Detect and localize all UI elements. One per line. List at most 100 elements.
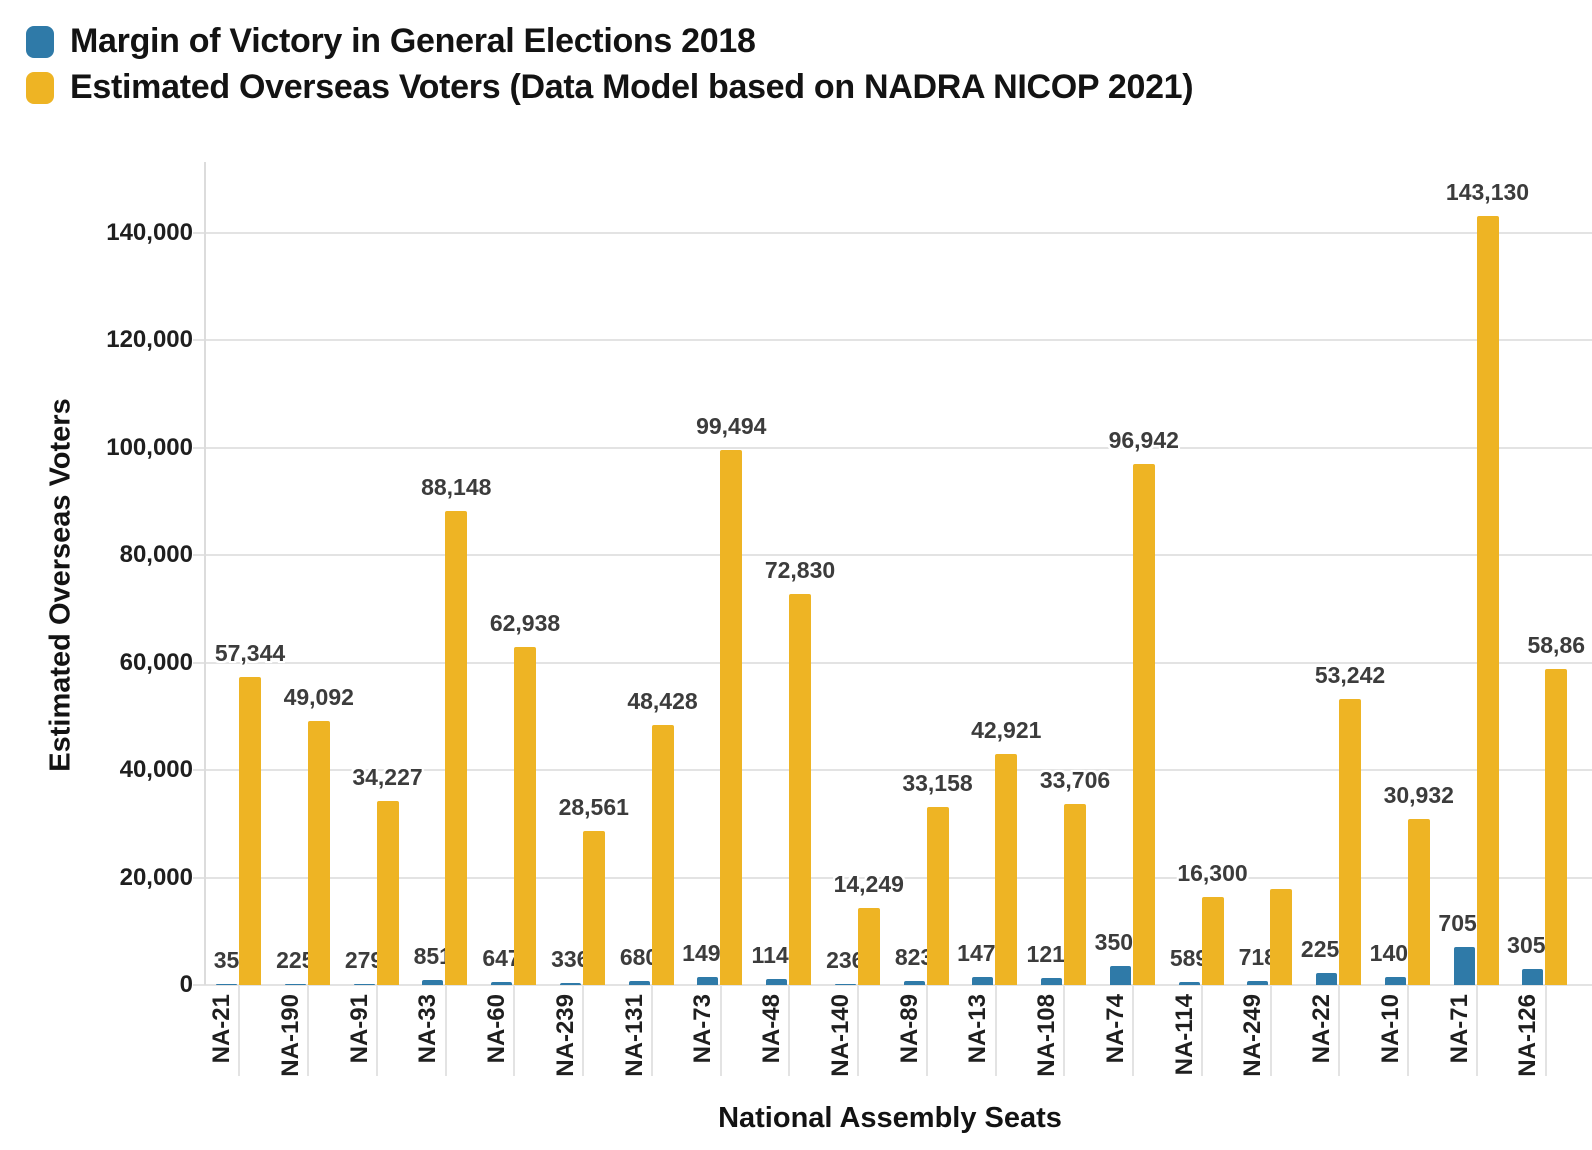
bar-margin: [1247, 981, 1269, 985]
gridline: [193, 554, 1592, 556]
bar-overseas: [1545, 668, 1568, 985]
bar-overseas: [582, 831, 605, 985]
x-tick-mark: [1269, 986, 1272, 1076]
bar-value-label-overseas: 33,158: [902, 769, 973, 796]
bar-margin: [1109, 966, 1131, 985]
x-tick-label: NA-60: [483, 994, 510, 1064]
x-tick-mark: [994, 986, 997, 1076]
bar-value-label-overseas: 62,938: [489, 609, 561, 636]
chart-legend: Margin of Victory in General Elections 2…: [26, 22, 1194, 107]
bar-overseas: [445, 511, 468, 985]
y-tick-label: 20,000: [119, 863, 193, 891]
legend-swatch-margin: [26, 25, 54, 58]
x-tick-label: NA-91: [345, 994, 373, 1064]
bar-margin: [903, 980, 925, 985]
bar-value-label-overseas: 48,428: [627, 687, 698, 714]
bar-overseas: [239, 676, 261, 985]
bar-value-label-overseas: 49,092: [283, 684, 354, 711]
x-tick-mark: [925, 986, 928, 1076]
y-axis-spine: [204, 162, 206, 985]
x-tick-label: NA-33: [414, 994, 442, 1064]
gridline: [193, 231, 1592, 234]
x-tick-label: NA-114: [1170, 994, 1198, 1076]
bar-margin: [1384, 977, 1406, 985]
bar-overseas: [1339, 698, 1361, 985]
x-tick-mark: [788, 986, 791, 1076]
y-tick-label: 40,000: [119, 756, 193, 783]
gridline: [193, 984, 1592, 986]
bar-overseas: [857, 908, 880, 985]
bar-value-label-overseas: 14,249: [833, 871, 904, 898]
x-tick-label: NA-22: [1308, 994, 1335, 1064]
x-tick-label: NA-249: [1239, 994, 1267, 1077]
x-tick-mark: [1132, 986, 1135, 1076]
x-tick-label: NA-108: [1033, 994, 1060, 1077]
x-tick-mark: [1338, 986, 1341, 1076]
bar-margin: [422, 980, 444, 985]
y-tick-label: 140,000: [106, 218, 193, 246]
bar-overseas: [514, 646, 536, 985]
gridline: [193, 769, 1592, 771]
legend-swatch-overseas: [26, 71, 54, 104]
bar-overseas: [1132, 463, 1155, 985]
y-tick-label: 100,000: [106, 433, 193, 461]
x-tick-label: NA-73: [689, 994, 717, 1064]
bar-overseas: [307, 721, 330, 985]
x-tick-label: NA-21: [208, 994, 235, 1064]
bar-value-label-overseas: 96,942: [1108, 426, 1179, 453]
gridline: [193, 446, 1592, 449]
x-tick-mark: [582, 986, 585, 1076]
bar-margin: [216, 984, 237, 985]
bar-value-label-overseas: 88,148: [421, 474, 492, 501]
bar-overseas: [1201, 897, 1224, 985]
bar-margin: [834, 983, 856, 985]
bar-margin: [491, 981, 512, 985]
bar-value-label-overseas: 16,300: [1177, 860, 1248, 887]
bar-overseas: [926, 806, 949, 985]
x-tick-label: NA-89: [895, 994, 923, 1064]
legend-label-margin: Margin of Victory in General Elections 2…: [70, 22, 756, 60]
x-tick-label: NA-74: [1101, 994, 1129, 1064]
x-tick-mark: [719, 986, 722, 1076]
bar-overseas: [1476, 215, 1499, 985]
x-tick-mark: [238, 986, 241, 1076]
bar-value-label-margin: 35: [213, 947, 240, 973]
bar-value-label-overseas: 58,86: [1527, 631, 1586, 658]
bar-value-label-overseas: 99,494: [696, 413, 767, 440]
bar-margin: [1316, 972, 1337, 985]
x-tick-mark: [1407, 986, 1410, 1076]
bar-value-label-overseas: 28,561: [558, 794, 629, 821]
x-tick-mark: [1475, 986, 1478, 1076]
bar-value-label-overseas: 143,130: [1445, 178, 1530, 205]
gridline: [193, 661, 1592, 664]
bar-overseas: [1270, 888, 1293, 985]
bar-value-label-overseas: 72,830: [764, 556, 836, 583]
bar-margin: [353, 983, 375, 985]
x-tick-label: NA-126: [1514, 994, 1542, 1077]
bar-overseas: [1064, 803, 1086, 985]
gridline: [193, 339, 1592, 341]
bar-overseas: [720, 450, 743, 985]
x-tick-mark: [444, 986, 447, 1076]
bar-overseas: [995, 754, 1018, 985]
x-tick-mark: [307, 986, 310, 1076]
bar-margin: [559, 983, 581, 985]
x-tick-mark: [1200, 986, 1203, 1076]
bar-margin: [628, 981, 650, 985]
bar-value-label-overseas: 53,242: [1314, 661, 1386, 688]
x-tick-label: NA-131: [620, 994, 648, 1077]
y-tick-label: 80,000: [119, 541, 193, 568]
x-tick-mark: [513, 986, 516, 1076]
x-tick-label: NA-71: [1445, 994, 1473, 1064]
bar-margin: [284, 983, 306, 985]
legend-item-overseas: Estimated Overseas Voters (Data Model ba…: [26, 68, 1194, 107]
bar-margin: [1453, 947, 1475, 985]
y-tick-label: 120,000: [106, 326, 193, 353]
bar-margin: [1522, 968, 1544, 985]
bar-overseas: [1407, 818, 1430, 985]
bar-margin: [697, 976, 719, 985]
bar-overseas: [651, 724, 674, 985]
bar-overseas: [789, 593, 811, 985]
x-tick-mark: [650, 986, 653, 1076]
